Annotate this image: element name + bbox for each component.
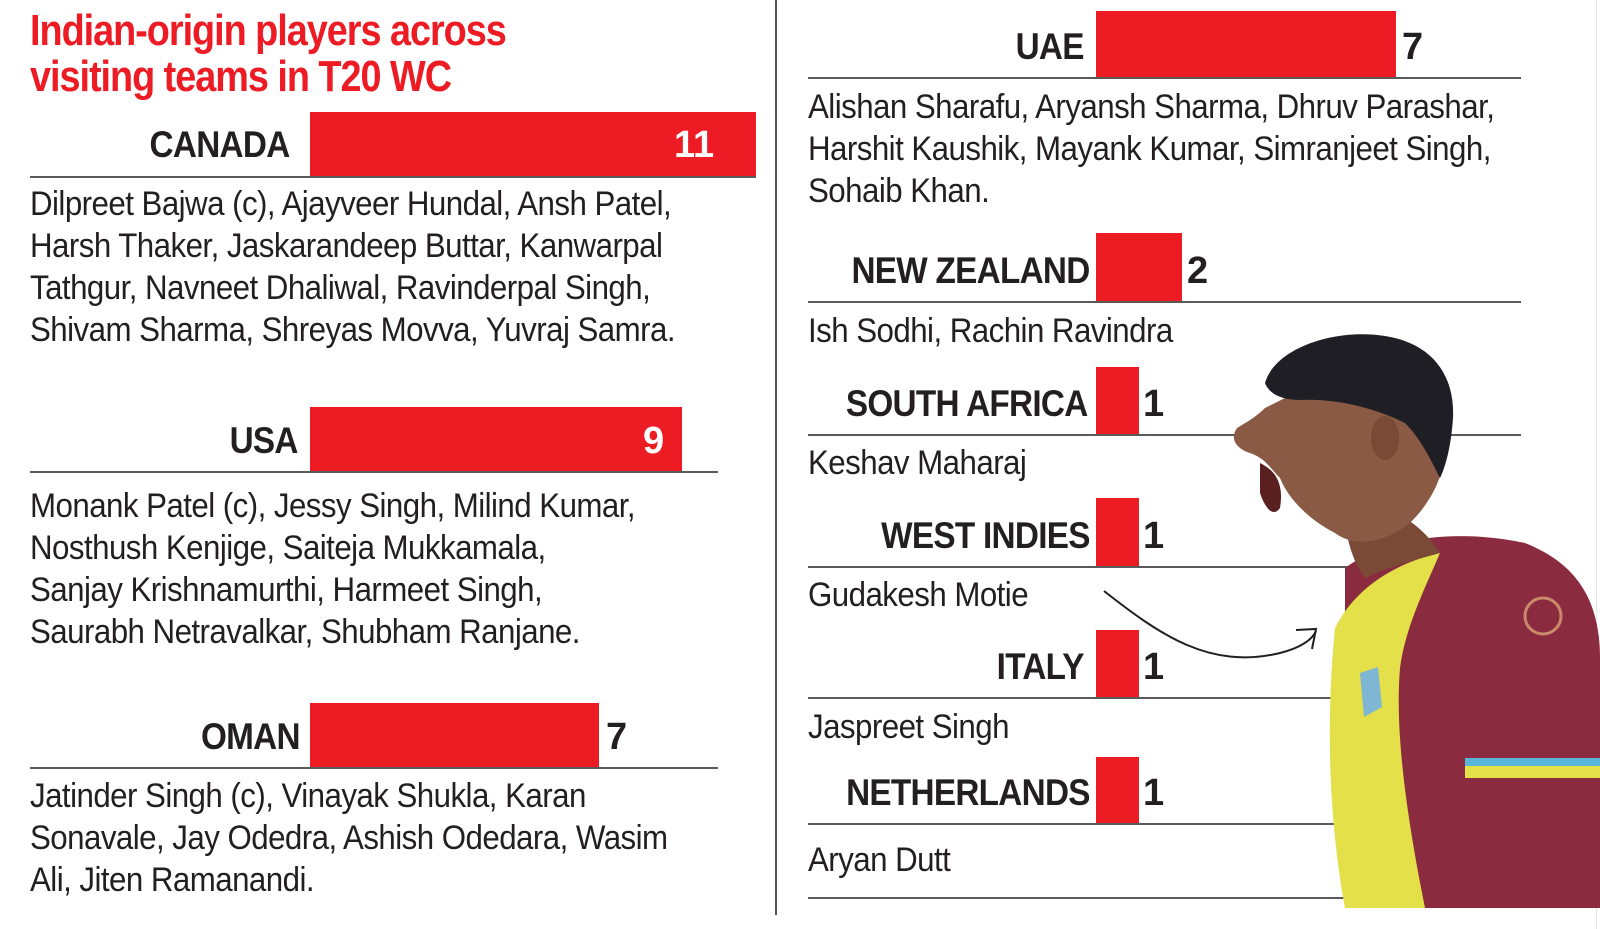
count-value: 1 — [1143, 772, 1165, 814]
count-value: 7 — [606, 716, 628, 758]
player-names: Jaspreet Singh — [808, 708, 1010, 746]
country-label: WEST INDIES — [881, 515, 1090, 556]
bar-canada — [310, 112, 756, 178]
bottom-rule-line — [808, 897, 1552, 899]
player-names: Dilpreet Bajwa (c), Ajayveer Hundal, Ans… — [30, 185, 676, 349]
bar-south-africa — [1096, 367, 1139, 435]
player-names: Aryan Dutt — [808, 841, 951, 879]
bar-west-indies — [1096, 498, 1139, 566]
bar-italy — [1096, 630, 1139, 698]
rule-line — [808, 77, 1521, 79]
bar-uae — [1096, 11, 1396, 79]
country-label: CANADA — [150, 124, 291, 165]
player-photo — [1233, 334, 1600, 908]
country-label: NEW ZEALAND — [851, 250, 1091, 291]
rule-line — [808, 823, 1521, 825]
bar-netherlands — [1096, 757, 1139, 825]
count-value: 2 — [1187, 250, 1209, 292]
rule-line — [30, 767, 718, 769]
rule-line — [808, 697, 1521, 699]
count-value: 7 — [1402, 26, 1424, 68]
count-value: 1 — [1143, 383, 1165, 425]
title-line-2: visiting teams in T20 WC — [30, 52, 452, 101]
country-label: ITALY — [996, 646, 1085, 687]
count-value: 11 — [674, 124, 715, 166]
country-label: SOUTH AFRICA — [846, 383, 1088, 424]
rule-line — [808, 434, 1521, 436]
country-label: USA — [229, 420, 299, 461]
country-label: UAE — [1015, 26, 1085, 67]
rule-line — [808, 301, 1521, 303]
bar-usa — [310, 407, 682, 473]
chart-title: Indian-origin players across visiting te… — [30, 6, 507, 101]
country-label: NETHERLANDS — [846, 772, 1090, 813]
player-names: Keshav Maharaj — [808, 444, 1027, 482]
rule-line — [30, 471, 718, 473]
pointer-arrow-icon — [1103, 590, 1318, 659]
bar-new-zealand — [1096, 233, 1182, 301]
player-names: Alishan Sharafu, Aryansh Sharma, Dhruv P… — [808, 88, 1495, 210]
player-names: Jatinder Singh (c), Vinayak Shukla, Kara… — [30, 777, 668, 899]
bar-oman — [310, 703, 599, 769]
count-value: 1 — [1143, 646, 1165, 688]
frame-border — [1596, 0, 1597, 929]
country-label: OMAN — [201, 716, 301, 757]
player-names: Gudakesh Motie — [808, 576, 1029, 614]
column-divider — [775, 0, 777, 915]
rule-line — [30, 176, 756, 178]
player-names: Monank Patel (c), Jessy Singh, Milind Ku… — [30, 487, 636, 651]
rule-line — [808, 566, 1521, 568]
count-value: 9 — [643, 420, 665, 462]
player-names: Ish Sodhi, Rachin Ravindra — [808, 312, 1173, 350]
count-value: 1 — [1143, 515, 1165, 557]
title-line-1: Indian-origin players across — [30, 6, 507, 55]
